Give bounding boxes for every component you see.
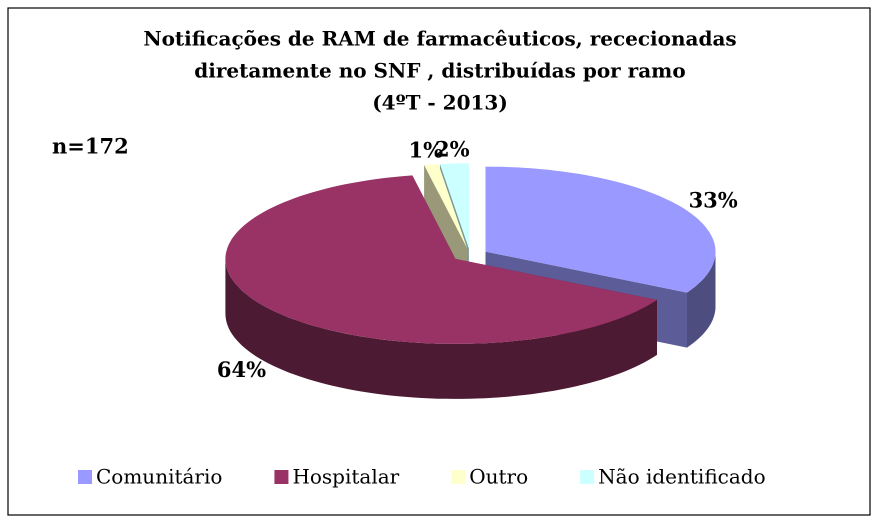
- slice: [424, 164, 468, 249]
- slice-side: [225, 258, 657, 399]
- legend-swatch: [580, 470, 595, 484]
- data-label: 64%: [217, 357, 266, 382]
- legend-swatch: [78, 470, 92, 484]
- slice: [225, 175, 657, 344]
- slice-side: [687, 251, 716, 348]
- legend-swatch: [274, 470, 289, 484]
- legend-label: Comunitário: [96, 465, 222, 489]
- annotation: n=172: [52, 134, 129, 159]
- legend-swatch: [451, 470, 466, 484]
- legend-label: Não identificado: [598, 465, 765, 489]
- chart-title: Notificações de RAM de farmacêuticos, re…: [143, 27, 736, 51]
- slice: [485, 166, 716, 293]
- legend-label: Outro: [469, 465, 528, 489]
- chart-title: (4ºT - 2013): [372, 91, 508, 115]
- data-label: 2%: [435, 136, 470, 161]
- chart-title: diretamente no SNF , distribuídas por ra…: [194, 59, 685, 83]
- data-label: 1%: [409, 137, 444, 162]
- legend-label: Hospitalar: [292, 465, 399, 489]
- slice: [440, 163, 469, 249]
- data-label: 33%: [689, 187, 738, 212]
